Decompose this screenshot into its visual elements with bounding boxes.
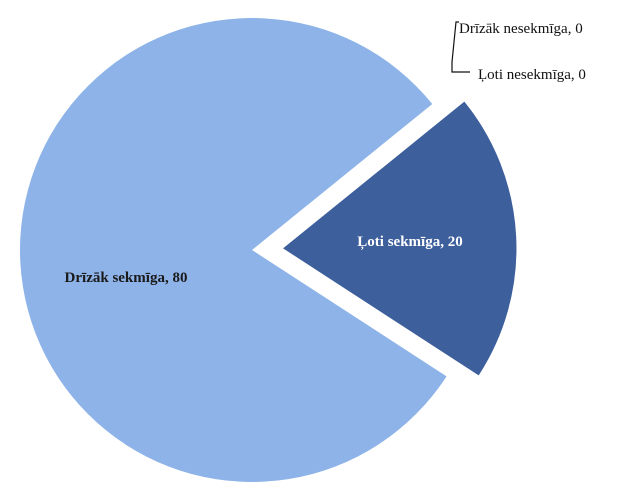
- pie-slice-drizak-sekmiga: [20, 18, 447, 482]
- slice-label-loti-nesekmiga: Ļoti nesekmīga, 0: [478, 67, 586, 83]
- slice-label-drizak-sekmiga: Drīzāk sekmīga, 80: [65, 270, 188, 286]
- slice-label-drizak-nesekmiga: Drīzāk nesekmīga, 0: [459, 21, 583, 37]
- pie-slice-loti-sekmiga: [283, 101, 517, 376]
- slice-label-loti-sekmiga: Ļoti sekmīga, 20: [357, 234, 462, 250]
- zero-slices-leader-line: [451, 21, 470, 73]
